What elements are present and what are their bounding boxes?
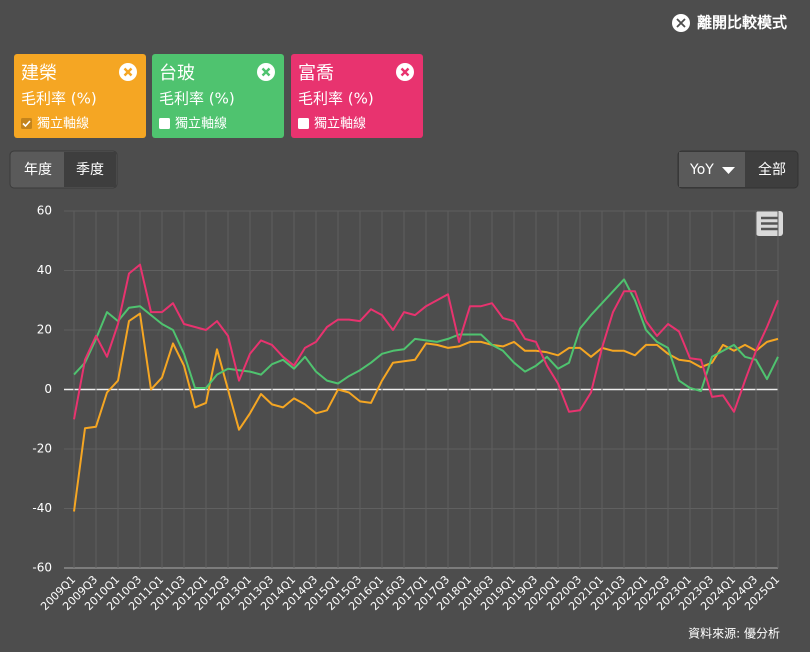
card-unit: 毛利率 (%) xyxy=(159,90,235,108)
period-button[interactable]: 年度 xyxy=(24,162,52,178)
series-card xyxy=(152,54,284,138)
card-close-x xyxy=(123,67,133,77)
card-name: 建榮 xyxy=(21,63,57,84)
card-name: 富喬 xyxy=(298,63,334,84)
checkbox-label: 獨立軸線 xyxy=(314,116,366,132)
card-close-x xyxy=(261,67,271,77)
y-tick-label: 60 xyxy=(37,204,52,218)
range-button[interactable]: 全部 xyxy=(758,161,786,178)
card-unit: 毛利率 (%) xyxy=(21,90,97,108)
y-tick-label: -40 xyxy=(32,501,52,515)
source: 資料來源: 優分析 xyxy=(688,627,780,641)
checkbox[interactable] xyxy=(298,118,309,129)
y-tick-label: 20 xyxy=(37,323,52,337)
check xyxy=(22,120,31,128)
checkbox[interactable] xyxy=(21,118,32,129)
menu-icon xyxy=(761,216,778,231)
checkbox-label: 獨立軸線 xyxy=(175,116,227,132)
checkbox-label: 獨立軸線 xyxy=(37,116,89,132)
y-tick-label: -60 xyxy=(32,561,52,575)
checkbox[interactable] xyxy=(159,118,170,129)
y-tick-label: 0 xyxy=(44,382,52,396)
exit-label: 離開比較模式 xyxy=(697,14,787,32)
y-tick-label: 40 xyxy=(37,263,52,277)
period-button[interactable]: 季度 xyxy=(76,162,104,178)
period-active xyxy=(64,152,116,187)
chart-menu[interactable] xyxy=(756,211,783,236)
yoy-button[interactable]: YoY xyxy=(689,162,714,178)
series-card xyxy=(14,54,146,138)
series-card xyxy=(291,54,423,138)
series-line xyxy=(73,312,779,512)
card-close-x xyxy=(400,67,410,77)
series-line xyxy=(73,278,779,392)
series-line xyxy=(73,263,779,420)
yoy-bg xyxy=(679,152,745,187)
exit-button[interactable]: 離開比較模式 xyxy=(672,14,787,33)
card-unit: 毛利率 (%) xyxy=(298,90,374,108)
y-tick-label: -20 xyxy=(32,442,52,456)
exit-icon-x xyxy=(676,18,686,28)
dropdown-arrow xyxy=(722,167,735,174)
card-name: 台玻 xyxy=(159,63,195,84)
